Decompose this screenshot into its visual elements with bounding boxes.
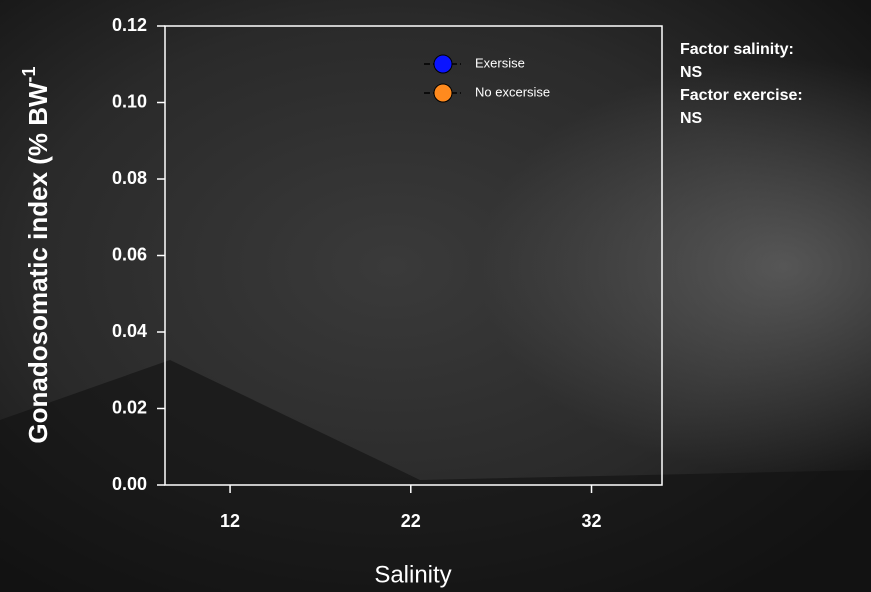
y-tick-label: 0.02 [112,397,147,417]
y-tick-label: 0.04 [112,321,147,341]
legend-marker [433,83,453,103]
legend-marker [433,54,453,74]
x-tick-label: 12 [220,511,240,531]
y-tick-label: 0.08 [112,168,147,188]
x-tick-label: 32 [582,511,602,531]
y-axis-label-sup: -1 [19,66,39,82]
annotation: NS [680,110,703,127]
x-tick-label: 22 [401,511,421,531]
y-axis-label: Gonadosomatic index (% BW-1 [19,66,53,443]
annotation: NS [680,64,703,81]
y-axis-label-text: Gonadosomatic index (% BW [23,82,53,444]
y-tick-label: 0.00 [112,474,147,494]
legend-label: No excersise [475,84,550,99]
background-shade [0,360,871,592]
x-axis-label: Salinity [374,561,451,588]
annotation: Factor exercise: [680,87,803,104]
legend-label: Exersise [475,55,525,70]
annotation: Factor salinity: [680,41,794,58]
y-tick-label: 0.12 [112,15,147,35]
y-tick-label: 0.10 [112,91,147,111]
y-tick-label: 0.06 [112,244,147,264]
